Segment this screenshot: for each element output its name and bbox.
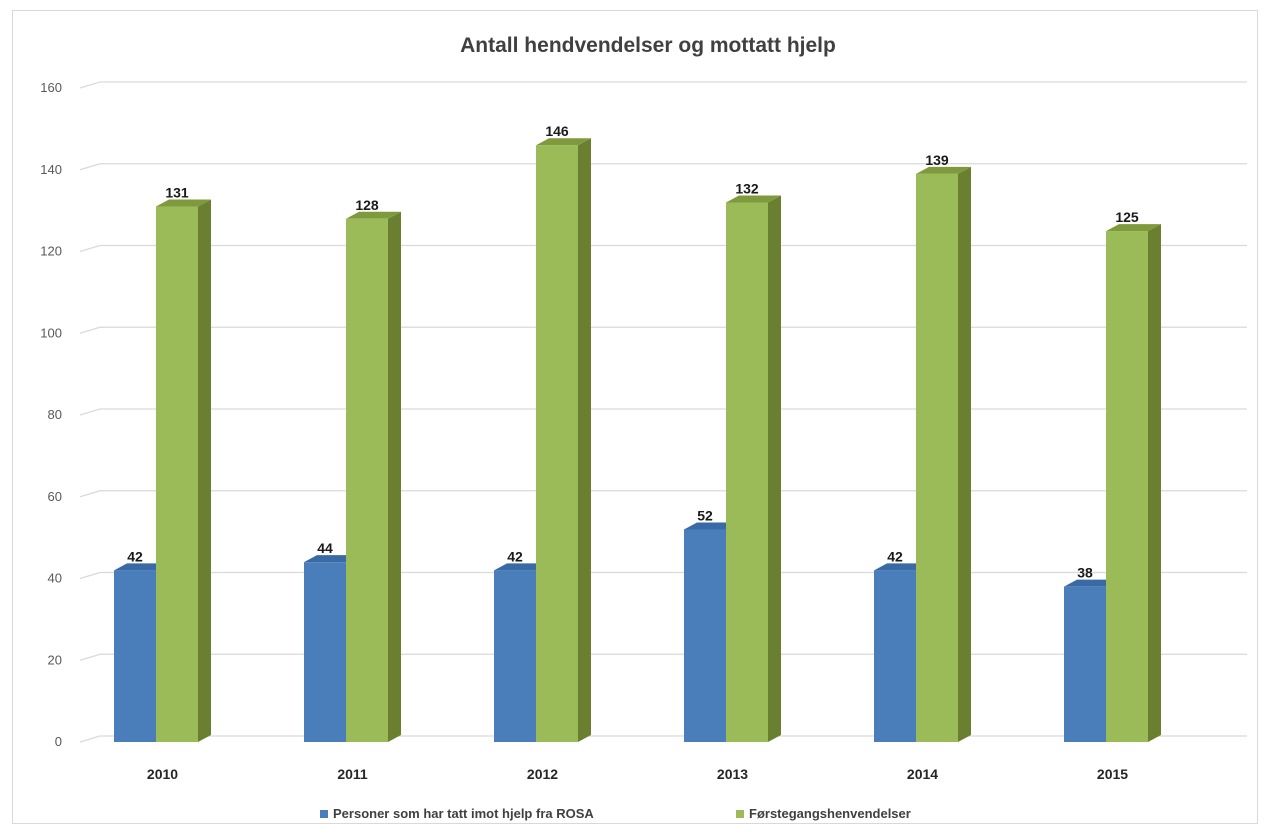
bar-front-face xyxy=(304,562,346,742)
gridline xyxy=(79,244,1247,253)
bar-first-time: 125 xyxy=(1106,209,1161,742)
x-tick-label: 2015 xyxy=(1097,766,1128,782)
bar-first-time: 139 xyxy=(916,152,971,742)
data-label: 44 xyxy=(317,540,333,556)
data-label: 139 xyxy=(925,152,949,168)
bar-side-face xyxy=(1148,224,1161,742)
x-axis: 2010 2011 2012 2013 2014 2015 xyxy=(147,766,1128,782)
y-axis: 0 20 40 60 80 100 120 140 160 xyxy=(40,80,62,749)
bar-first-time: 128 xyxy=(346,197,401,743)
bar-front-face xyxy=(156,206,198,743)
gridline xyxy=(79,408,1247,416)
y-tick-label: 120 xyxy=(40,244,62,259)
bar-first-time: 132 xyxy=(726,180,781,742)
y-tick-label: 60 xyxy=(48,489,62,504)
x-tick-label: 2012 xyxy=(527,766,558,782)
y-tick-label: 0 xyxy=(55,734,62,749)
bar-side-face xyxy=(388,211,401,743)
data-label: 38 xyxy=(1077,565,1093,581)
bar-top-face xyxy=(916,166,971,174)
data-label: 125 xyxy=(1115,209,1139,225)
gridline xyxy=(79,326,1247,334)
gridline xyxy=(79,571,1247,580)
bar-side-face xyxy=(958,166,971,742)
data-label: 131 xyxy=(165,185,189,201)
data-label: 132 xyxy=(735,180,759,196)
bar-top-face xyxy=(346,211,401,219)
gridline xyxy=(79,490,1247,498)
chart-frame xyxy=(12,10,1258,824)
bar-top-face xyxy=(156,199,211,207)
bar-top-face xyxy=(114,563,169,571)
data-label: 42 xyxy=(507,548,523,564)
x-tick-label: 2011 xyxy=(337,766,368,782)
gridline xyxy=(79,163,1247,171)
bar-front-face xyxy=(494,570,536,742)
x-tick-label: 2013 xyxy=(717,766,748,782)
bar-top-face xyxy=(536,138,591,146)
bar-top-face xyxy=(874,563,929,571)
bar-front-face xyxy=(1106,231,1148,742)
bar-front-face xyxy=(114,570,156,742)
bar-side-face xyxy=(578,138,591,743)
bar-first-time: 146 xyxy=(536,123,591,743)
chart-title: Antall hendvendelser og mottatt hjelp xyxy=(460,34,836,57)
bar-top-face xyxy=(1106,224,1161,232)
bar-front-face xyxy=(874,570,916,742)
bars: 42 131 44 128 42 146 52 132 42 139 38 125 xyxy=(114,123,1161,743)
y-tick-label: 40 xyxy=(48,571,62,586)
gridline xyxy=(79,653,1247,661)
y-tick-label: 20 xyxy=(48,652,62,667)
gridline xyxy=(79,735,1247,743)
bar-front-face xyxy=(536,145,578,743)
bar-front-face xyxy=(726,202,768,742)
bar-first-time: 131 xyxy=(156,185,211,743)
legend: Personer som har tatt imot hjelp fra ROS… xyxy=(320,806,911,821)
bar-side-face xyxy=(198,199,211,743)
gridline xyxy=(79,81,1247,89)
y-tick-label: 140 xyxy=(40,162,62,177)
bar-front-face xyxy=(916,173,958,742)
bar-top-face xyxy=(1064,579,1119,587)
bar-front-face xyxy=(1064,586,1106,742)
y-tick-label: 100 xyxy=(40,325,62,340)
x-tick-label: 2014 xyxy=(907,766,938,782)
bar-top-face xyxy=(726,195,781,203)
x-tick-label: 2010 xyxy=(147,766,178,782)
legend-swatch xyxy=(320,810,328,818)
data-label: 52 xyxy=(697,507,713,523)
data-label: 42 xyxy=(127,548,143,564)
legend-label: Førstegangshenvendelser xyxy=(749,806,911,821)
legend-label: Personer som har tatt imot hjelp fra ROS… xyxy=(333,806,594,821)
y-tick-label: 80 xyxy=(48,407,62,422)
y-tick-label: 160 xyxy=(40,80,62,95)
bar-top-face xyxy=(304,555,359,563)
gridlines xyxy=(79,81,1247,743)
bar-top-face xyxy=(494,563,549,571)
data-label: 42 xyxy=(887,548,903,564)
bar-front-face xyxy=(684,529,726,742)
bar-front-face xyxy=(346,218,388,743)
data-label: 128 xyxy=(355,197,379,213)
bar-side-face xyxy=(768,195,781,742)
legend-swatch xyxy=(736,810,744,818)
bar-top-face xyxy=(684,522,739,530)
data-label: 146 xyxy=(545,123,569,139)
